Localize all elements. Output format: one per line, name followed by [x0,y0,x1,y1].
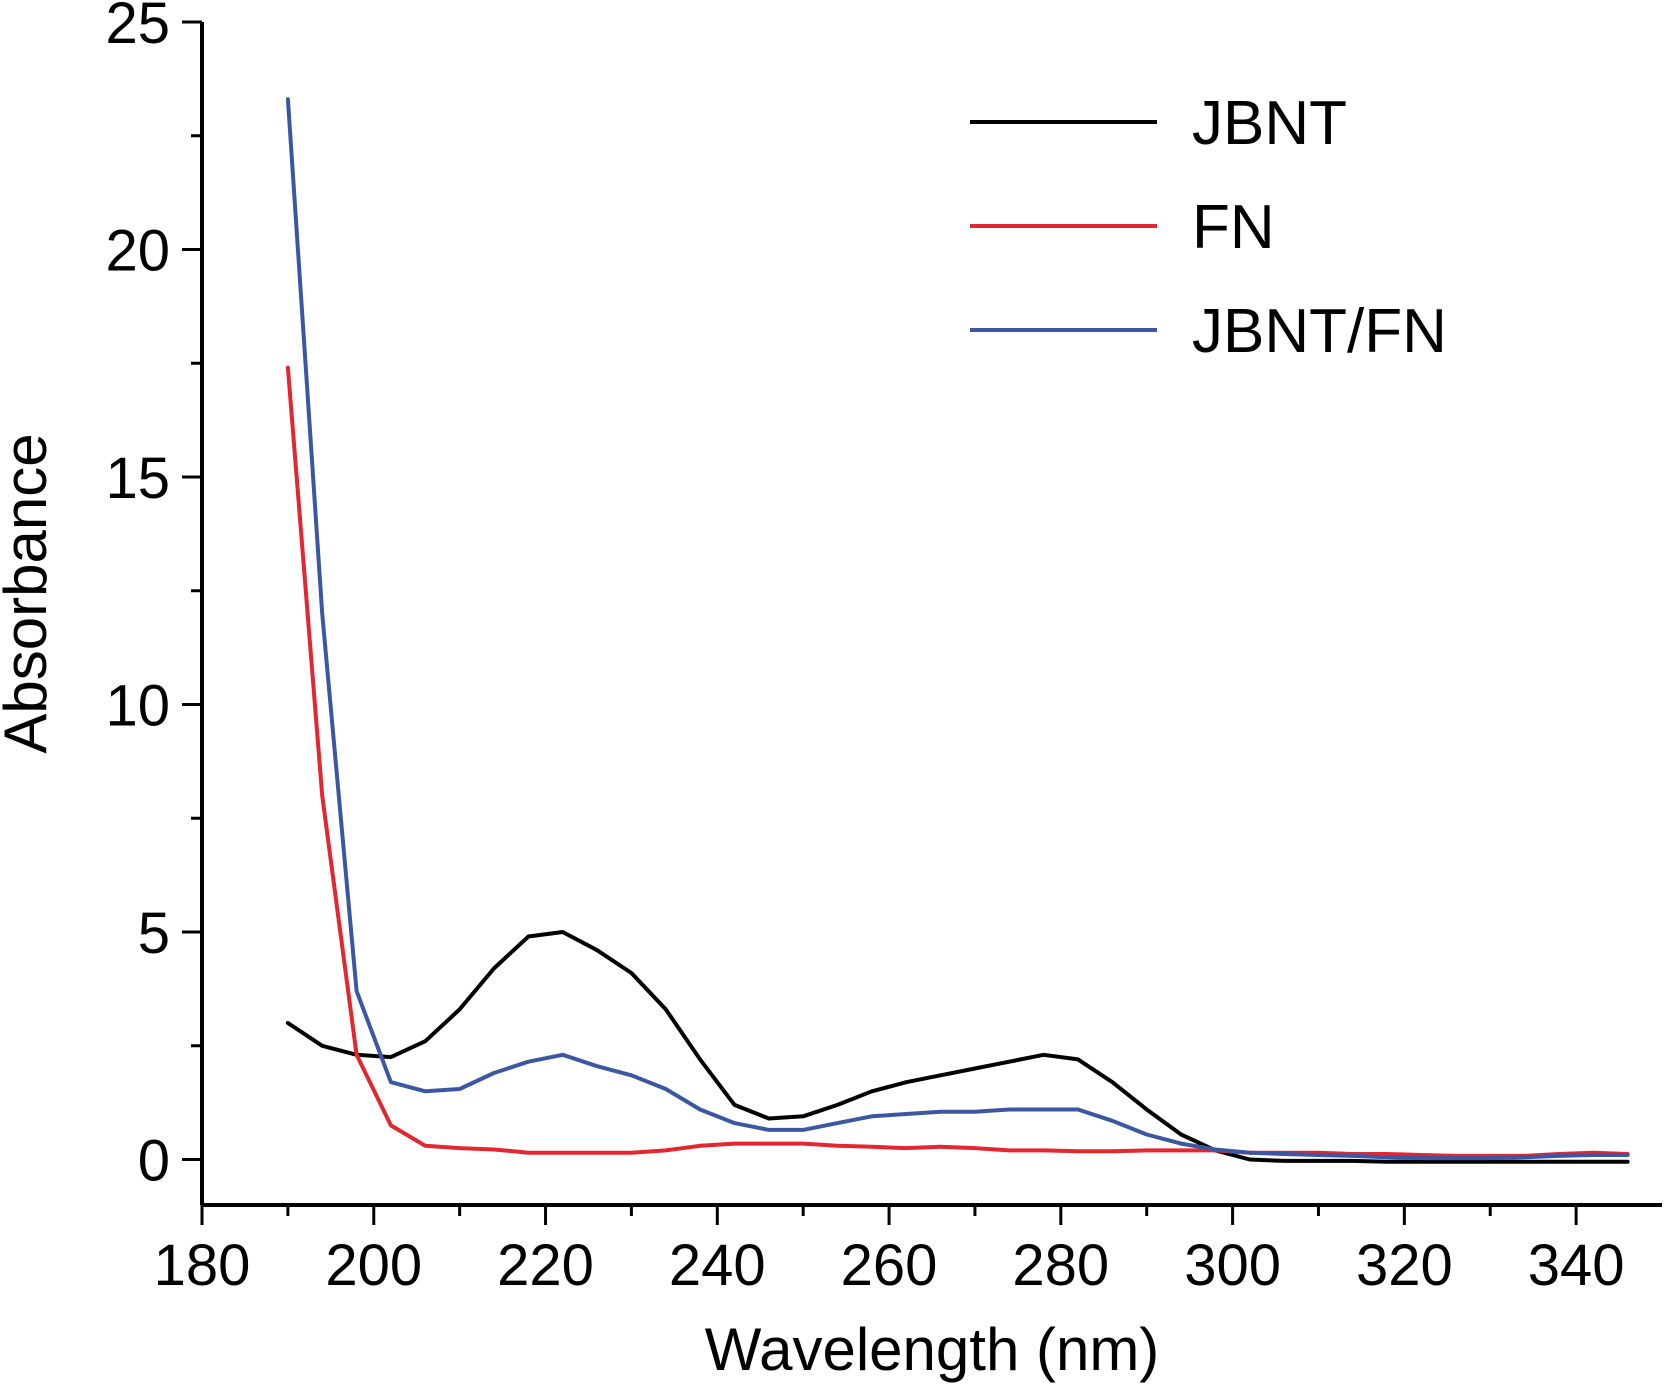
series-line-jbnt-fn [285,97,1630,1161]
y-tick-label: 5 [138,901,170,966]
x-tick-label: 340 [1528,1233,1625,1298]
y-tick-label: 10 [105,674,170,739]
x-tick-label: 260 [841,1233,938,1298]
x-tick-label: 200 [325,1233,422,1298]
axes [200,22,1662,1207]
x-tick-label: 240 [669,1233,766,1298]
ticks: 180 200 220 240 260 280 300 320 340 0 5 10 15 20 25 [105,0,1624,1298]
x-tick-label: 220 [497,1233,594,1298]
legend: JBNT FN JBNT/FN [970,89,1447,366]
legend-label-fn: FN [1192,193,1275,262]
x-tick-label: 300 [1184,1233,1281,1298]
x-tick-label: 280 [1012,1233,1109,1298]
x-axis-title: Wavelength (nm) [705,1316,1160,1383]
y-tick-label: 25 [105,0,170,56]
x-tick-label: 320 [1356,1233,1453,1298]
y-tick-label: 20 [105,219,170,284]
y-tick-label: 15 [105,446,170,511]
y-axis-title: Absorbance [0,433,59,753]
x-tick-label: 180 [154,1233,251,1298]
series-line-fn [285,365,1630,1158]
y-tick-label: 0 [138,1129,170,1194]
series-line-jbnt [285,930,1630,1164]
plot-lines [285,97,1630,1164]
legend-label-jbnt: JBNT [1192,89,1347,158]
legend-label-jbnt-fn: JBNT/FN [1192,297,1447,366]
